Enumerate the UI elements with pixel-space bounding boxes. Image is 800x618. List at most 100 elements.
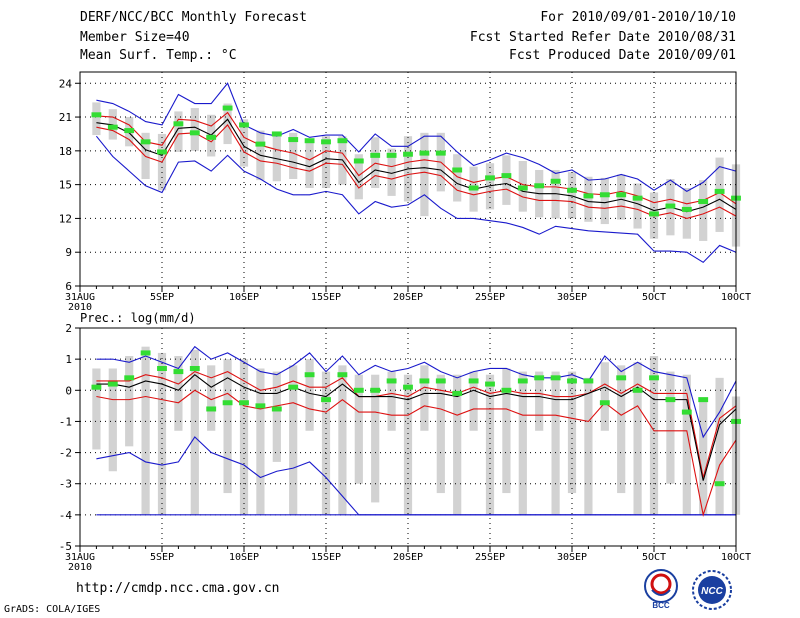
mean-marker [370, 152, 381, 158]
mean-marker [173, 121, 184, 127]
y-tick-label: 0 [65, 384, 72, 397]
mean-marker [468, 378, 479, 384]
series-line-p25 [96, 389, 737, 518]
range-box [617, 365, 626, 494]
mean-marker [501, 387, 512, 393]
mean-marker [255, 141, 266, 147]
range-box [567, 172, 577, 219]
y-tick-label: 2 [65, 322, 72, 335]
mean-marker [714, 481, 725, 487]
mean-marker [567, 378, 577, 384]
ncc-logo: NCC [692, 570, 732, 610]
mean-marker [271, 406, 282, 412]
member-size: Member Size=40 [80, 30, 190, 45]
range-box [190, 349, 199, 515]
x-tick-label: 10OCT [721, 552, 751, 563]
series-line-p25 [96, 124, 737, 219]
mean-marker [698, 199, 709, 205]
range-box [502, 368, 511, 494]
x-tick-sublabel: 2010 [68, 302, 92, 313]
x-tick-label: 25SEP [475, 552, 505, 563]
range-box [699, 180, 708, 241]
y-tick-label: 21 [59, 111, 72, 124]
forecast-produced-date: Fcst Produced Date 2010/09/01 [509, 48, 736, 63]
precip-panel-title: Prec.: log(mm/d) [80, 311, 196, 325]
mean-marker [107, 124, 118, 130]
range-box [239, 359, 249, 515]
series-line-max [96, 345, 737, 439]
mean-marker [632, 195, 643, 201]
mean-marker [517, 378, 528, 384]
forecast-title: DERF/NCC/BCC Monthly Forecast [80, 10, 307, 25]
range-box [354, 154, 363, 200]
y-tick-label: 1 [65, 353, 72, 366]
range-box [551, 371, 560, 515]
x-tick-label: 30SEP [557, 552, 587, 563]
svg-text:BCC: BCC [652, 601, 670, 610]
range-box [207, 365, 216, 431]
range-box [682, 374, 691, 515]
range-box [387, 148, 396, 196]
range-box [272, 135, 281, 182]
mean-marker [288, 384, 299, 390]
series-line-max [96, 82, 737, 193]
forecast-start-date: Fcst Started Refer Date 2010/08/31 [469, 30, 736, 45]
mean-marker [255, 403, 266, 409]
mean-marker [501, 173, 512, 179]
range-box [371, 374, 380, 503]
mean-marker [140, 350, 151, 356]
range-box [600, 177, 609, 225]
y-tick-label: 12 [59, 212, 72, 225]
range-box [420, 132, 429, 217]
series-line-p75 [96, 111, 737, 205]
mean-marker [485, 381, 495, 387]
y-tick-label: 9 [65, 246, 72, 259]
y-tick-label: -2 [59, 447, 72, 460]
mean-marker [206, 406, 217, 412]
x-tick-label: 20SEP [393, 552, 423, 563]
series-line-median [96, 373, 737, 481]
mean-marker [435, 150, 446, 156]
mean-marker [239, 400, 249, 406]
range-box [289, 132, 298, 179]
range-box [633, 362, 642, 515]
mean-marker [403, 384, 413, 390]
x-tick-label: 25SEP [475, 292, 505, 303]
mean-marker [107, 381, 118, 387]
range-box [108, 109, 117, 140]
mean-marker [386, 378, 397, 384]
mean-marker [239, 122, 249, 128]
y-tick-label: 24 [59, 77, 73, 90]
range-box [108, 368, 117, 472]
x-tick-label: 20SEP [393, 292, 423, 303]
mean-marker [632, 387, 643, 393]
x-tick-label: 5SEP [150, 552, 174, 563]
x-tick-label: 30SEP [557, 292, 587, 303]
range-box [223, 103, 232, 145]
y-tick-label: -5 [59, 540, 72, 553]
mean-marker [288, 137, 299, 143]
mean-marker [649, 211, 659, 217]
mean-marker [222, 105, 233, 111]
x-tick-label: 10OCT [721, 292, 751, 303]
x-tick-label: 5OCT [642, 552, 666, 563]
mean-marker [616, 192, 627, 198]
range-box [453, 374, 462, 515]
range-box [551, 169, 560, 219]
range-box [567, 371, 577, 494]
mean-marker [550, 178, 561, 184]
mean-marker [452, 167, 463, 173]
range-box [485, 374, 495, 515]
mean-marker [157, 365, 167, 371]
series-line-p75 [96, 370, 737, 478]
mean-marker [649, 375, 659, 381]
range-box [289, 365, 298, 515]
mean-marker [583, 193, 594, 199]
mean-marker [353, 158, 364, 164]
mean-marker [370, 387, 381, 393]
source-url[interactable]: http://cmdp.ncc.cma.gov.cn [76, 581, 280, 596]
range-box [125, 356, 134, 447]
mean-marker [681, 409, 692, 415]
mean-marker [337, 372, 348, 378]
